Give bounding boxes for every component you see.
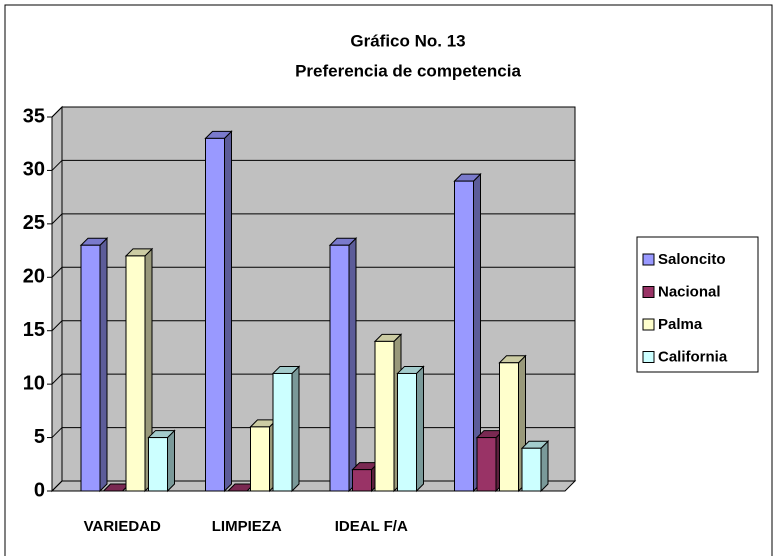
- legend-swatch: [642, 286, 655, 298]
- legend-label: Saloncito: [658, 251, 726, 268]
- y-tick-label: 10: [23, 372, 45, 394]
- bar: [124, 247, 154, 493]
- y-tick-label: 0: [34, 479, 45, 501]
- side-wall: [51, 105, 63, 493]
- bar-front: [374, 340, 395, 492]
- bar-side: [99, 237, 108, 493]
- legend-swatch: [642, 351, 655, 363]
- y-tick-label: 20: [23, 266, 45, 288]
- bar-side: [224, 130, 232, 493]
- grid-line: [51, 160, 63, 171]
- bar-front: [205, 137, 225, 492]
- y-tick-label: 15: [23, 319, 45, 341]
- grid-line: [51, 266, 63, 278]
- y-tick-label: 25: [23, 212, 45, 234]
- bar: [498, 354, 527, 493]
- bar-front: [125, 255, 146, 492]
- chart-title: Gráfico No. 13: [350, 31, 465, 50]
- bar: [271, 365, 301, 493]
- y-tick-label: 5: [34, 426, 45, 448]
- y-tick-label: 35: [23, 105, 45, 127]
- grid-line: [51, 427, 63, 438]
- bar-front: [397, 372, 417, 492]
- y-tick-label: 30: [23, 159, 45, 181]
- bar-front: [250, 426, 270, 492]
- bar-front: [80, 244, 101, 492]
- bar-side: [348, 237, 357, 493]
- legend-swatch: [642, 253, 655, 266]
- bar: [204, 130, 233, 493]
- bar: [453, 172, 482, 493]
- grid-line: [51, 213, 63, 225]
- legend-label: Palma: [658, 316, 703, 333]
- bar-side: [416, 365, 424, 493]
- grid-line: [51, 373, 63, 385]
- bar-front: [352, 469, 372, 492]
- x-tick-label: VARIEDAD: [84, 518, 161, 535]
- bar-front: [521, 447, 542, 492]
- bar-side: [167, 429, 175, 493]
- bar: [396, 365, 425, 493]
- bar-front: [476, 437, 497, 492]
- x-tick-label: IDEAL F/A: [335, 518, 408, 535]
- grid-line: [51, 480, 63, 492]
- bar-front: [499, 362, 519, 492]
- legend-box: [636, 236, 759, 373]
- x-tick-label: LIMPIEZA: [212, 518, 282, 535]
- chart-subtitle: Preferencia de competencia: [295, 61, 521, 80]
- legend-swatch: [642, 318, 655, 331]
- bar: [520, 440, 550, 493]
- bar: [147, 429, 176, 493]
- bar: [79, 237, 109, 493]
- bar-front: [454, 180, 474, 492]
- bar-front: [148, 437, 168, 492]
- grid-line: [51, 106, 63, 118]
- grid-line: [51, 320, 63, 332]
- legend-label: Nacional: [658, 283, 721, 300]
- bar: [328, 237, 358, 493]
- legend-label: California: [658, 348, 728, 365]
- bar-front: [329, 244, 350, 492]
- bar-side: [291, 365, 300, 493]
- bar-front: [272, 372, 293, 492]
- bar-side: [540, 440, 549, 493]
